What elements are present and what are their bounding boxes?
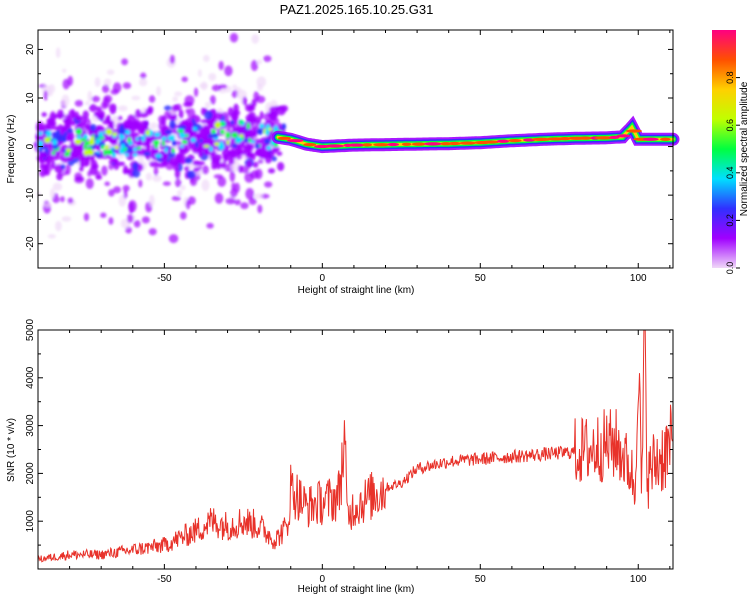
snr-xtick-label: 50 [475, 574, 487, 585]
snr-xlabel: Height of straight line (km) [298, 584, 415, 595]
spectrogram-ytick-label: 20 [25, 43, 36, 55]
snr-ylabel: SNR (10 * v/v) [6, 418, 17, 482]
snr-plot-area [38, 330, 673, 569]
snr-chart: -50 0 50 100 1000 2000 3000 4000 5000 Height of … [6, 318, 674, 595]
colorbar-label: Normalized spectral amplitude [739, 81, 750, 216]
spectrogram-noise-blobs [33, 32, 289, 244]
spectrogram-marks [33, 30, 680, 268]
colorbar-tick-label: 0.6 [725, 119, 735, 132]
spectrogram-ridge [271, 115, 680, 154]
snr-ytick-label: 3000 [25, 414, 36, 437]
snr-ytick-label: 1000 [25, 510, 36, 533]
spectrogram-chart: -50 0 50 100 -20 -10 0 10 20 Height of straight … [6, 29, 750, 296]
colorbar-tick-label: 0.0 [725, 262, 735, 275]
snr-series-line [37, 329, 673, 563]
snr-xtick-label: 0 [320, 574, 326, 585]
colorbar-ticks: 0.0 0.2 0.4 0.6 0.8 [725, 71, 740, 274]
spectrogram-xlabel: Height of straight line (km) [298, 285, 415, 296]
figure-title: PAZ1.2025.165.10.25.G31 [279, 2, 434, 17]
colorbar-tick-label: 0.4 [725, 167, 735, 180]
snr-axes: -50 0 50 100 1000 2000 3000 4000 5000 [25, 318, 673, 585]
snr-xtick-label: 100 [630, 574, 647, 585]
snr-ytick-label: 4000 [25, 366, 36, 389]
snr-ytick-label: 2000 [25, 462, 36, 485]
spectrogram-ytick-label: -10 [25, 187, 36, 202]
snr-xtick-label: -50 [157, 574, 172, 585]
spectrogram-axes: -50 0 50 100 -20 -10 0 10 20 [25, 30, 673, 284]
snr-ytick-label: 5000 [25, 318, 36, 341]
spectrogram-xtick-label: 100 [630, 273, 647, 284]
colorbar-tick-label: 0.2 [725, 214, 735, 227]
spectrogram-xtick-label: 50 [475, 273, 487, 284]
colorbar-tick-label: 0.8 [725, 71, 735, 84]
spectrogram-frame [37, 29, 674, 269]
spectrogram-xtick-label: -50 [157, 273, 172, 284]
colorbar [712, 30, 736, 268]
spectrogram-ytick-label: 0 [25, 143, 36, 149]
spectrogram-xtick-label: 0 [320, 273, 326, 284]
spectrogram-ylabel: Frequency (Hz) [6, 115, 17, 184]
spectrogram-ytick-label: -20 [25, 236, 36, 251]
spectrogram-ytick-label: 10 [25, 92, 36, 104]
